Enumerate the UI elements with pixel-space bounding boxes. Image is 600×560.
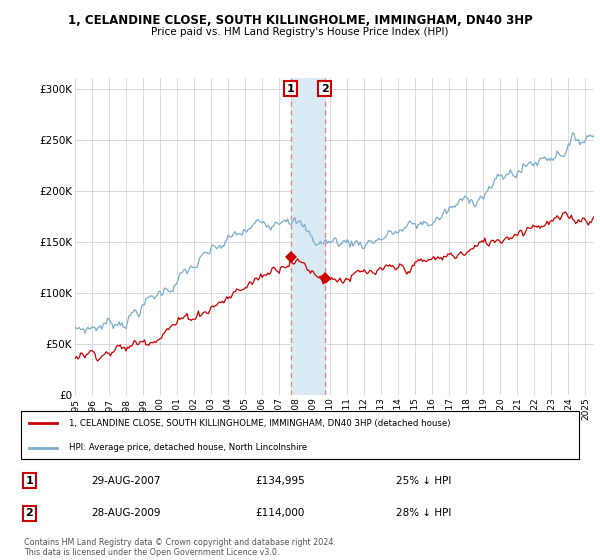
Text: 2: 2 xyxy=(25,508,33,519)
Text: 1: 1 xyxy=(25,475,33,486)
Text: Contains HM Land Registry data © Crown copyright and database right 2024.
This d: Contains HM Land Registry data © Crown c… xyxy=(24,538,336,557)
Text: 1: 1 xyxy=(287,83,295,94)
Text: £134,995: £134,995 xyxy=(255,475,305,486)
Text: 2: 2 xyxy=(321,83,328,94)
Text: 1, CELANDINE CLOSE, SOUTH KILLINGHOLME, IMMINGHAM, DN40 3HP (detached house): 1, CELANDINE CLOSE, SOUTH KILLINGHOLME, … xyxy=(69,419,450,428)
Text: 25% ↓ HPI: 25% ↓ HPI xyxy=(396,475,451,486)
Text: 28-AUG-2009: 28-AUG-2009 xyxy=(91,508,161,519)
Text: Price paid vs. HM Land Registry's House Price Index (HPI): Price paid vs. HM Land Registry's House … xyxy=(151,27,449,37)
Text: 29-AUG-2007: 29-AUG-2007 xyxy=(91,475,161,486)
Text: £114,000: £114,000 xyxy=(255,508,304,519)
FancyBboxPatch shape xyxy=(21,412,579,459)
Bar xyxy=(290,78,325,395)
Text: 1, CELANDINE CLOSE, SOUTH KILLINGHOLME, IMMINGHAM, DN40 3HP: 1, CELANDINE CLOSE, SOUTH KILLINGHOLME, … xyxy=(68,14,532,27)
Text: HPI: Average price, detached house, North Lincolnshire: HPI: Average price, detached house, Nort… xyxy=(69,443,307,452)
Text: 28% ↓ HPI: 28% ↓ HPI xyxy=(396,508,451,519)
